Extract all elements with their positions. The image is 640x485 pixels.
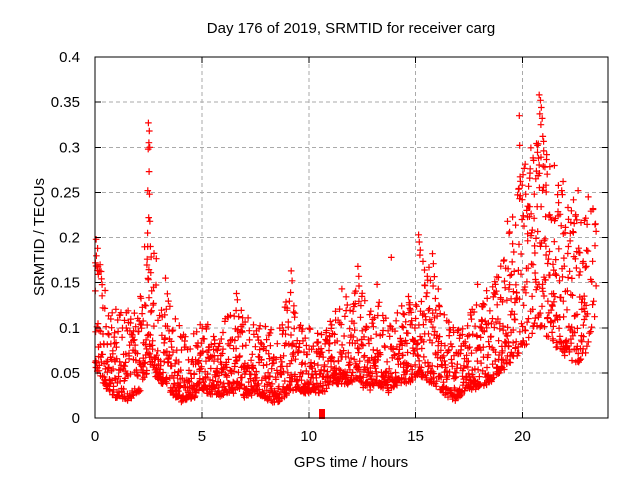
y-tick-label-2: 0.1 [59,320,80,337]
plot-border-rect [94,56,609,419]
x-tick-label-1: 5 [198,428,206,445]
y-tick-label-0: 0 [72,410,80,427]
gridlines [95,57,608,418]
axis-titles: Day 176 of 2019, SRMTID for receiver car… [31,20,495,471]
y-tick-label-7: 0.35 [51,94,80,111]
x-tick-label-4: 20 [514,428,531,445]
x-tick-label-2: 10 [300,428,317,445]
tick-labels: 0 5 10 15 20 0 0.05 0.1 0.15 0.2 0.25 0.3 0.35 0.4 [51,49,531,445]
y-tick-label-6: 0.3 [59,139,80,156]
grid-path [95,57,608,418]
y-tick-label-3: 0.15 [51,275,80,292]
plot-border [94,56,609,419]
zero-value-marker [319,409,326,419]
x-tick-label-0: 0 [91,428,99,445]
y-axis-label: SRMTID / TECUs [31,178,48,296]
y-tick-label-5: 0.25 [51,184,80,201]
y-tick-label-1: 0.05 [51,365,80,382]
y-tick-label-4: 0.2 [59,230,80,247]
chart-title: Day 176 of 2019, SRMTID for receiver car… [207,20,495,37]
x-axis-label: GPS time / hours [294,454,408,471]
y-tick-label-8: 0.4 [59,49,80,66]
x-tick-label-3: 15 [407,428,424,445]
